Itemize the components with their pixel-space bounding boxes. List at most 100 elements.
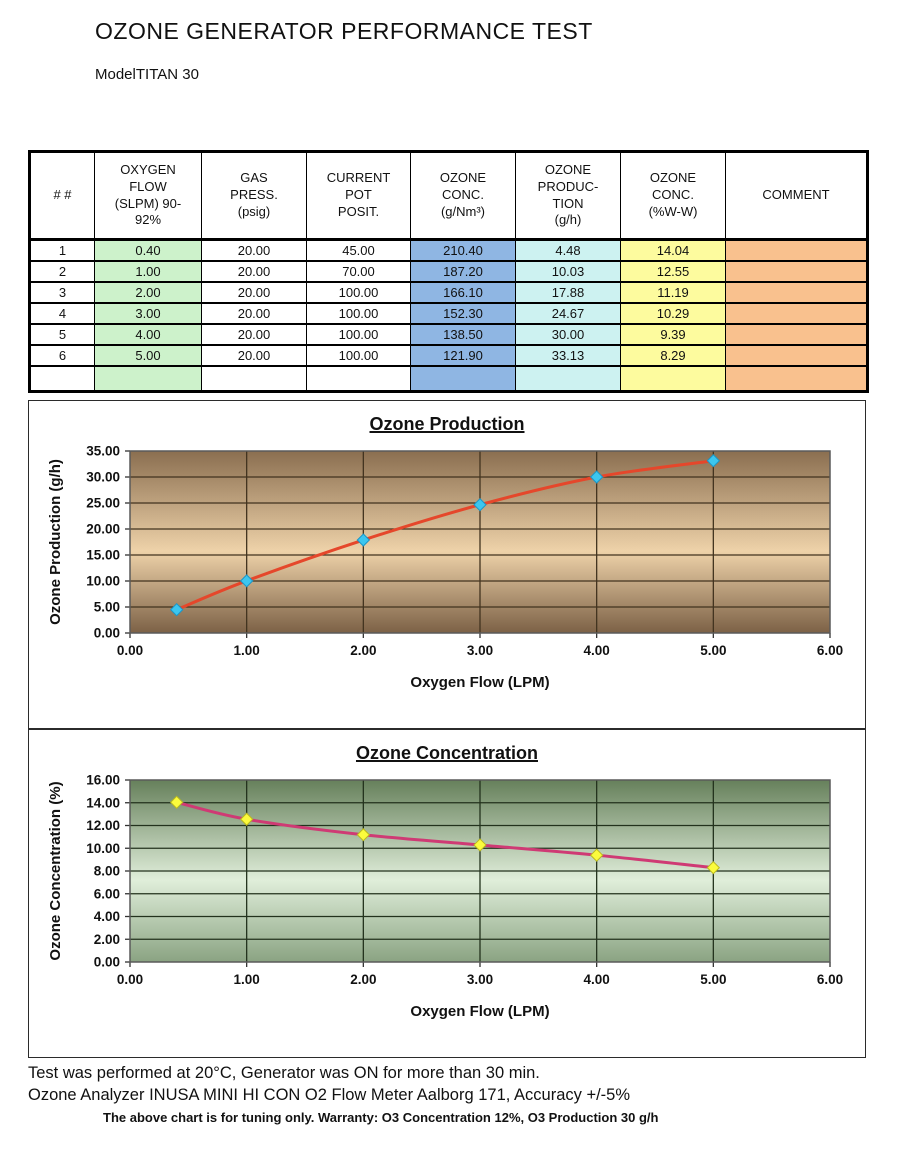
y-tick-label: 0.00 bbox=[93, 955, 119, 970]
x-axis-title: Oxygen Flow (LPM) bbox=[410, 1003, 549, 1020]
table-cell-gas_press: 20.00 bbox=[201, 301, 307, 325]
table-cell-current_pot: 100.00 bbox=[306, 280, 411, 304]
y-tick-label: 20.00 bbox=[86, 522, 120, 537]
table-cell-oxygen_flow: 0.40 bbox=[94, 238, 202, 262]
data-point-marker bbox=[239, 812, 253, 826]
y-tick-label: 10.00 bbox=[86, 574, 120, 589]
table-empty-cell-ozone_conc_gnm3 bbox=[410, 364, 516, 393]
table-cell-num: 5 bbox=[29, 322, 95, 346]
table-cell-gas_press: 20.00 bbox=[201, 259, 307, 283]
table-cell-num: 6 bbox=[29, 343, 95, 367]
table-empty-cell-comment bbox=[725, 364, 868, 393]
plot-border bbox=[128, 450, 831, 634]
data-point-marker bbox=[472, 838, 487, 852]
table-cell-oxygen_flow: 1.00 bbox=[94, 259, 202, 283]
table-cell-oxygen_flow: 5.00 bbox=[94, 343, 202, 367]
y-axis-title: Ozone Concentration (%) bbox=[47, 781, 64, 960]
table-cell-num: 2 bbox=[29, 259, 95, 283]
table-empty-cell-ozone_conc_pct bbox=[620, 364, 726, 393]
table-cell-ozone_conc_pct: 12.55 bbox=[620, 259, 726, 283]
table-cell-gas_press: 20.00 bbox=[201, 322, 307, 346]
table-cell-ozone_conc_gnm3: 210.40 bbox=[410, 238, 516, 262]
data-point-marker bbox=[356, 828, 370, 842]
table-cell-gas_press: 20.00 bbox=[201, 238, 307, 262]
y-tick-label: 2.00 bbox=[93, 932, 119, 947]
model-value: TITAN 30 bbox=[135, 66, 199, 83]
x-tick-label: 4.00 bbox=[583, 643, 609, 658]
table-cell-gas_press: 20.00 bbox=[201, 343, 307, 367]
table-cell-ozone_conc_gnm3: 121.90 bbox=[410, 343, 516, 367]
table-empty-row bbox=[29, 364, 868, 393]
header-cell-comment: COMMENT bbox=[725, 151, 868, 241]
table-cell-current_pot: 45.00 bbox=[306, 238, 411, 262]
table-row: 1 0.40 20.00 45.00 210.40 4.48 14.04 bbox=[29, 238, 868, 262]
table-empty-cell-oxygen_flow bbox=[94, 364, 202, 393]
y-tick-label: 30.00 bbox=[86, 470, 120, 485]
y-tick-label: 25.00 bbox=[86, 496, 120, 511]
x-tick-label: 3.00 bbox=[466, 972, 492, 987]
table-empty-cell-num bbox=[29, 364, 95, 393]
table-row: 4 3.00 20.00 100.00 152.30 24.67 10.29 bbox=[29, 301, 868, 325]
data-point-marker bbox=[472, 498, 487, 512]
ozone-concentration-chart-title: Ozone Concentration bbox=[355, 743, 538, 763]
data-point-marker bbox=[706, 454, 720, 468]
page-title: OZONE GENERATOR PERFORMANCE TEST bbox=[95, 18, 593, 44]
y-tick-label: 15.00 bbox=[86, 548, 120, 563]
y-tick-label: 16.00 bbox=[86, 773, 120, 788]
table-cell-num: 4 bbox=[29, 301, 95, 325]
table-row: 2 1.00 20.00 70.00 187.20 10.03 12.55 bbox=[29, 259, 868, 283]
x-tick-label: 0.00 bbox=[116, 643, 142, 658]
y-tick-label: 5.00 bbox=[93, 600, 119, 615]
table-cell-ozone_production: 17.88 bbox=[515, 280, 621, 304]
data-point-marker bbox=[589, 470, 603, 484]
x-axis-title: Oxygen Flow (LPM) bbox=[410, 674, 549, 691]
table-cell-ozone_conc_pct: 14.04 bbox=[620, 238, 726, 262]
table-cell-oxygen_flow: 3.00 bbox=[94, 301, 202, 325]
table-cell-ozone_conc_pct: 11.19 bbox=[620, 280, 726, 304]
ozone-concentration-plot: 0.00 1.00 2.00 3.00 4.00 5.00 6.00 0.00 2.00 4.00… bbox=[47, 773, 843, 1021]
x-tick-label: 1.00 bbox=[233, 643, 259, 658]
table-cell-num: 1 bbox=[29, 238, 95, 262]
ozone-concentration-chart-box: Ozone Concentration 0.00 1.00 2.00 3.00 4.00… bbox=[28, 729, 866, 1058]
footer-notes: Test was performed at 20°C, Generator wa… bbox=[28, 1062, 868, 1125]
x-tick-label: 2.00 bbox=[350, 972, 376, 987]
x-tick-label: 6.00 bbox=[816, 643, 842, 658]
table-cell-ozone_conc_gnm3: 166.10 bbox=[410, 280, 516, 304]
y-tick-label: 0.00 bbox=[93, 626, 119, 641]
table-cell-current_pot: 100.00 bbox=[306, 343, 411, 367]
x-tick-label: 3.00 bbox=[466, 643, 492, 658]
table-cell-current_pot: 100.00 bbox=[306, 301, 411, 325]
x-tick-label: 2.00 bbox=[350, 643, 376, 658]
table-cell-ozone_conc_pct: 9.39 bbox=[620, 322, 726, 346]
y-tick-label: 10.00 bbox=[86, 841, 120, 856]
x-tick-label: 5.00 bbox=[700, 643, 726, 658]
table-cell-ozone_conc_gnm3: 152.30 bbox=[410, 301, 516, 325]
plot-border bbox=[128, 779, 831, 963]
data-point-marker bbox=[589, 848, 603, 862]
footer-note-1: Test was performed at 20°C, Generator wa… bbox=[28, 1064, 540, 1082]
table-cell-comment bbox=[725, 280, 868, 304]
footer-note-2: Ozone Analyzer INUSA MINI HI CON O2 Flow… bbox=[28, 1086, 631, 1105]
y-axis-title: Ozone Production (g/h) bbox=[47, 459, 64, 625]
header-cell-ozone_conc_gnm3: OZONE CONC. (g/Nm³) bbox=[410, 151, 516, 241]
header-cell-oxygen_flow: OXYGEN FLOW (SLPM) 90- 92% bbox=[94, 151, 202, 241]
table-cell-ozone_production: 4.48 bbox=[515, 238, 621, 262]
model-line: ModelTITAN 30 bbox=[95, 66, 199, 83]
table-cell-oxygen_flow: 2.00 bbox=[94, 280, 202, 304]
header-cell-ozone_production: OZONE PRODUC- TION (g/h) bbox=[515, 151, 621, 241]
table-cell-ozone_production: 24.67 bbox=[515, 301, 621, 325]
ozone-production-chart-box: Ozone Production 0.00 1.00 2.00 3.00 4.00 5.0… bbox=[28, 400, 866, 729]
table-cell-ozone_production: 10.03 bbox=[515, 259, 621, 283]
performance-table: # # OXYGEN FLOW (SLPM) 90- 92% GAS PRESS. … bbox=[28, 150, 869, 393]
table-cell-gas_press: 20.00 bbox=[201, 280, 307, 304]
table-cell-comment bbox=[725, 322, 868, 346]
x-tick-label: 5.00 bbox=[700, 972, 726, 987]
data-point-marker bbox=[169, 795, 183, 810]
table-body: 1 0.40 20.00 45.00 210.40 4.48 14.04 2 1.00 20.00… bbox=[29, 238, 868, 393]
ozone-production-plot: 0.00 1.00 2.00 3.00 4.00 5.00 6.00 0.00 5.00 10.0… bbox=[47, 444, 843, 692]
table-empty-cell-ozone_production bbox=[515, 364, 621, 393]
table-cell-ozone_production: 33.13 bbox=[515, 343, 621, 367]
table-cell-ozone_production: 30.00 bbox=[515, 322, 621, 346]
header-cell-ozone_conc_pct: OZONE CONC. (%W-W) bbox=[620, 151, 726, 241]
